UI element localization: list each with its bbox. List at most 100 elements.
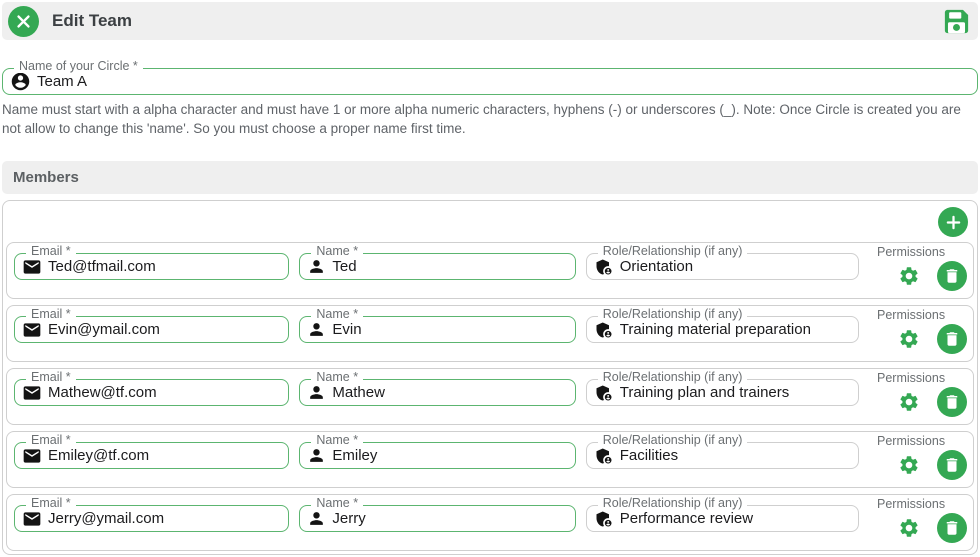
member-permissions-column: Permissions: [869, 309, 967, 354]
name-helper-text: Name must start with a alpha character a…: [2, 102, 961, 136]
person-icon: [307, 257, 332, 276]
email-icon: [22, 320, 48, 340]
member-role-field[interactable]: Role/Relationship (if any): [585, 371, 860, 406]
delete-member-button[interactable]: [937, 261, 967, 291]
circle-name-section: Name of your Circle *: [2, 60, 978, 95]
member-name-input[interactable]: [332, 510, 568, 527]
member-name-field[interactable]: Name *: [299, 434, 576, 469]
permissions-label: Permissions: [877, 434, 946, 448]
member-permissions-column: Permissions: [869, 372, 967, 417]
close-icon: [15, 13, 32, 30]
circle-name-field[interactable]: Name of your Circle *: [2, 60, 978, 95]
member-email-label: Email *: [26, 434, 76, 447]
add-icon: [945, 214, 962, 231]
member-role-input[interactable]: [619, 510, 852, 527]
member-email-input[interactable]: [48, 258, 282, 275]
member-email-field[interactable]: Email *: [14, 371, 290, 406]
member-row: Email * Name * Role/Relationship (if any…: [6, 242, 974, 299]
member-name-input[interactable]: [332, 258, 568, 275]
delete-member-button[interactable]: [937, 450, 967, 480]
member-row: Email * Name * Role/Relationship (if any…: [6, 431, 974, 488]
member-role-field[interactable]: Role/Relationship (if any): [585, 497, 860, 532]
person-icon: [307, 320, 332, 339]
delete-member-button[interactable]: [937, 324, 967, 354]
email-icon: [22, 446, 48, 466]
members-container: Email * Name * Role/Relationship (if any…: [2, 200, 978, 555]
settings-gear-icon: [898, 454, 920, 476]
permissions-label: Permissions: [877, 308, 946, 322]
delete-member-button[interactable]: [937, 387, 967, 417]
permissions-settings-button[interactable]: [898, 454, 920, 476]
member-rows: Email * Name * Role/Relationship (if any…: [6, 242, 974, 551]
email-icon: [22, 509, 48, 529]
member-email-input[interactable]: [48, 384, 282, 401]
role-shield-icon: [594, 257, 620, 277]
permissions-settings-button[interactable]: [898, 265, 920, 287]
permissions-settings-button[interactable]: [898, 391, 920, 413]
member-row-inner: Email * Name * Role/Relationship (if any…: [7, 495, 973, 550]
member-email-field[interactable]: Email *: [14, 434, 290, 469]
member-role-label: Role/Relationship (if any): [597, 497, 748, 510]
permissions-icons: [898, 387, 967, 417]
member-role-input[interactable]: [619, 447, 852, 464]
circle-name-label: Name of your Circle *: [14, 60, 143, 73]
member-email-field[interactable]: Email *: [14, 245, 290, 280]
member-row-inner: Email * Name * Role/Relationship (if any…: [7, 369, 973, 424]
permissions-icons: [898, 324, 967, 354]
member-row: Email * Name * Role/Relationship (if any…: [6, 305, 974, 362]
delete-member-button[interactable]: [937, 513, 967, 543]
members-section-title: Members: [13, 169, 79, 186]
person-icon: [307, 383, 332, 402]
permissions-settings-button[interactable]: [898, 328, 920, 350]
member-name-input[interactable]: [332, 384, 568, 401]
permissions-label: Permissions: [877, 497, 946, 511]
member-role-input[interactable]: [619, 321, 852, 338]
member-name-input[interactable]: [332, 447, 568, 464]
permissions-label: Permissions: [877, 245, 946, 259]
member-email-label: Email *: [26, 245, 76, 258]
member-name-field[interactable]: Name *: [299, 308, 576, 343]
add-member-button[interactable]: [938, 207, 968, 237]
permissions-icons: [898, 261, 967, 291]
close-button[interactable]: [8, 5, 39, 37]
member-name-input[interactable]: [332, 321, 568, 338]
person-icon: [307, 446, 332, 465]
member-email-label: Email *: [26, 497, 76, 510]
permissions-icons: [898, 450, 967, 480]
member-row-inner: Email * Name * Role/Relationship (if any…: [7, 306, 973, 361]
member-permissions-column: Permissions: [869, 246, 967, 291]
permissions-label: Permissions: [877, 371, 946, 385]
member-role-field[interactable]: Role/Relationship (if any): [585, 308, 860, 343]
member-email-field[interactable]: Email *: [14, 308, 290, 343]
member-name-field[interactable]: Name *: [299, 497, 576, 532]
header-bar: Edit Team: [2, 2, 978, 40]
member-email-input[interactable]: [48, 510, 282, 527]
member-row-inner: Email * Name * Role/Relationship (if any…: [7, 243, 973, 298]
member-email-field[interactable]: Email *: [14, 497, 290, 532]
role-shield-icon: [594, 446, 620, 466]
delete-trash-icon: [943, 330, 961, 348]
member-email-input[interactable]: [48, 321, 282, 338]
member-name-label: Name *: [311, 245, 364, 258]
save-icon: [941, 6, 972, 37]
member-permissions-column: Permissions: [869, 498, 967, 543]
members-section-bar: Members: [2, 161, 978, 194]
circle-name-input[interactable]: [37, 73, 970, 90]
role-shield-icon: [594, 383, 620, 403]
permissions-settings-button[interactable]: [898, 517, 920, 539]
member-role-input[interactable]: [619, 258, 852, 275]
member-role-field[interactable]: Role/Relationship (if any): [585, 245, 860, 280]
member-name-label: Name *: [311, 434, 364, 447]
member-name-field[interactable]: Name *: [299, 371, 576, 406]
save-button[interactable]: [941, 6, 972, 37]
page-title: Edit Team: [52, 11, 132, 30]
member-role-label: Role/Relationship (if any): [597, 371, 748, 384]
member-name-label: Name *: [311, 308, 364, 321]
settings-gear-icon: [898, 265, 920, 287]
member-name-field[interactable]: Name *: [299, 245, 576, 280]
member-row-inner: Email * Name * Role/Relationship (if any…: [7, 432, 973, 487]
member-email-input[interactable]: [48, 447, 282, 464]
member-role-field[interactable]: Role/Relationship (if any): [585, 434, 860, 469]
member-role-input[interactable]: [619, 384, 852, 401]
